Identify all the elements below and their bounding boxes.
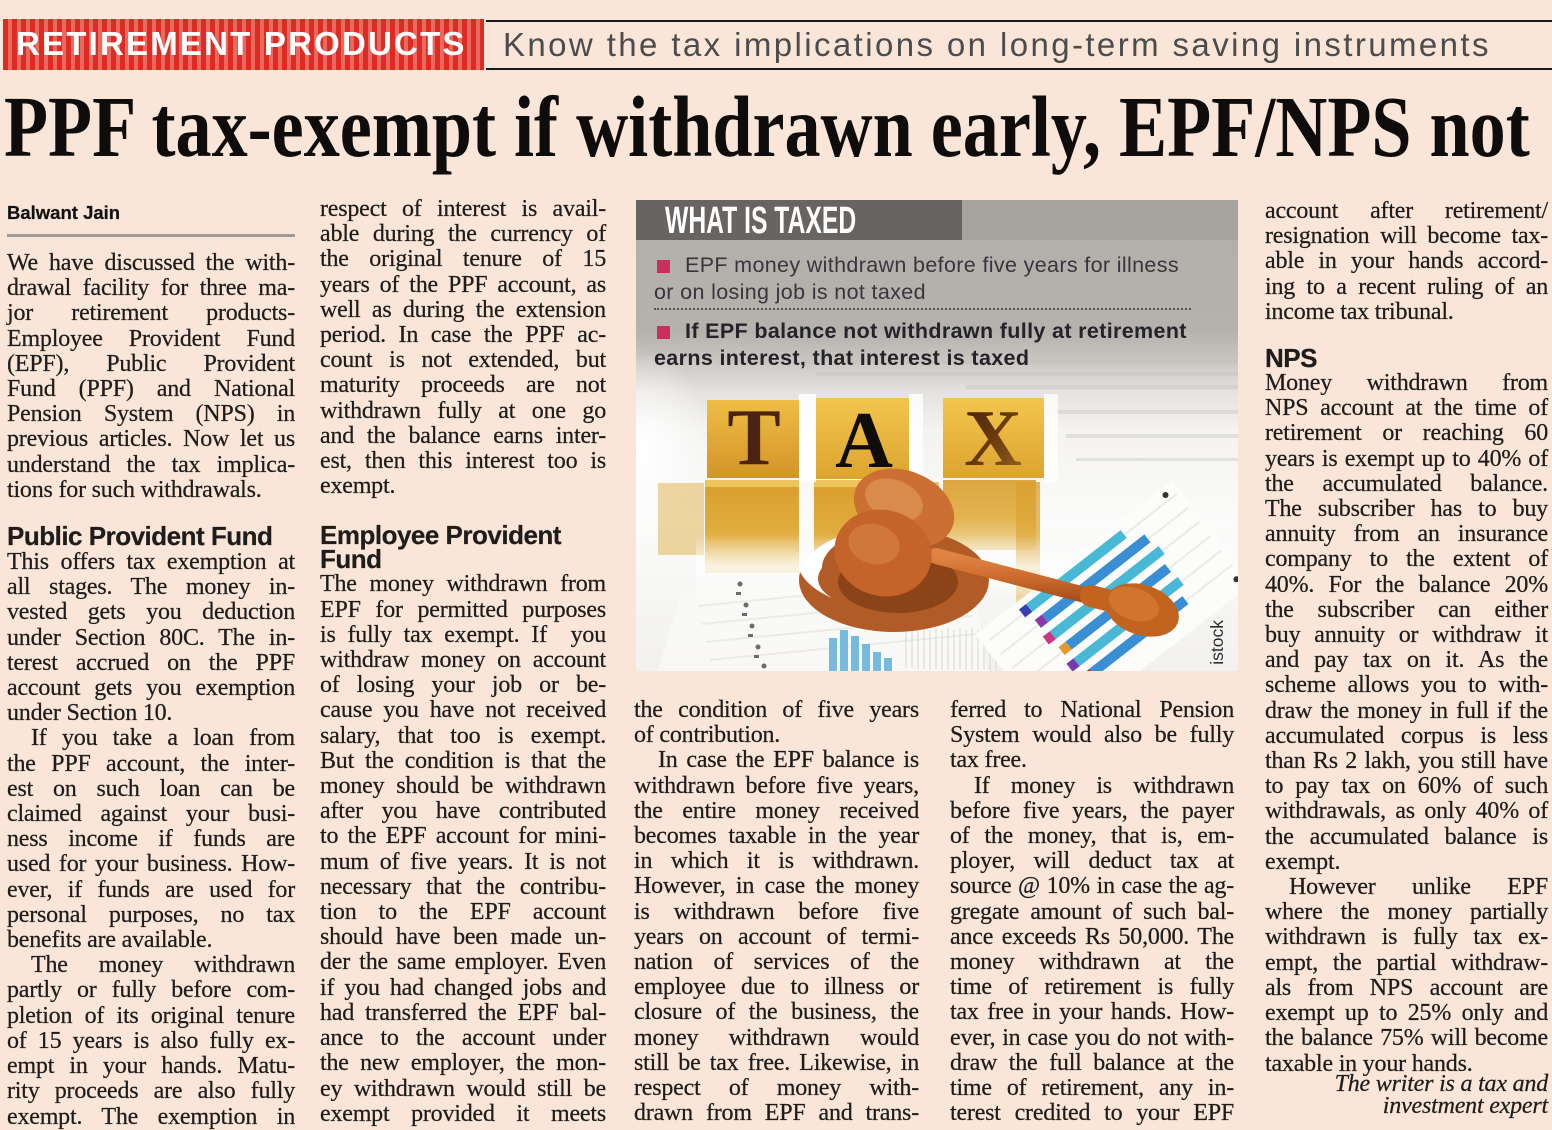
svg-text:T: T bbox=[727, 394, 780, 482]
svg-text:X: X bbox=[964, 395, 1022, 483]
